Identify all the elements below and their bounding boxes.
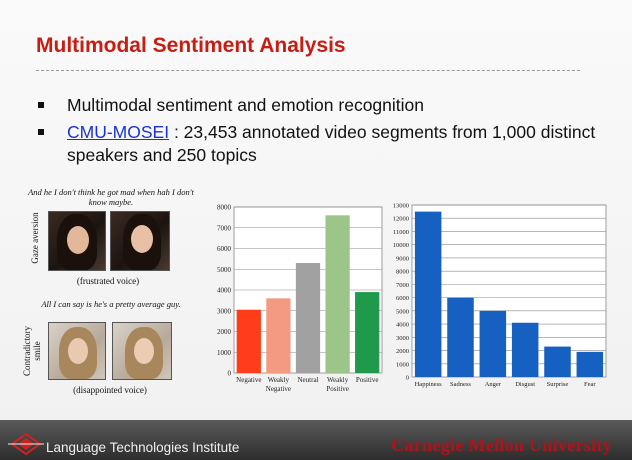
institute-name: Language Technologies Institute [46, 440, 240, 455]
x-tick-label: Happiness [415, 381, 443, 388]
bar [355, 292, 380, 373]
bullet-square-icon [38, 129, 44, 135]
example-caption: (disappointed voice) [73, 385, 147, 395]
y-tick-label: 2000 [396, 348, 409, 355]
plot-area [411, 204, 607, 378]
bullet-text: : 23,453 annotated video segments from 1… [67, 122, 596, 165]
x-tick-label: Positive [356, 376, 379, 384]
bar [295, 263, 321, 373]
x-tick-label: Surprise [547, 381, 569, 388]
y-tick-label: 6000 [396, 295, 409, 302]
y-tick-label: 6000 [217, 245, 232, 253]
bar [447, 297, 474, 377]
x-tick-label: Positive [326, 385, 349, 393]
bullet-item: CMU-MOSEI : 23,453 annotated video segme… [36, 121, 616, 167]
video-frame [112, 322, 172, 380]
y-tick-label: 10000 [393, 242, 409, 249]
y-tick-label: 7000 [396, 282, 409, 289]
y-tick-label: 4000 [396, 322, 409, 329]
example-side-label: Contradictory smile [22, 326, 42, 376]
footer-bar [0, 420, 632, 460]
y-tick-label: 3000 [217, 307, 232, 315]
video-frame [110, 211, 170, 271]
example-caption: (frustrated voice) [76, 276, 140, 286]
x-tick-label: Disgust [515, 381, 535, 388]
university-logo-text: Carnegie Mellon University [391, 435, 612, 455]
y-tick-label: 11000 [393, 229, 409, 236]
x-tick-label: Anger [485, 381, 502, 388]
bullet-square-icon [38, 102, 44, 108]
y-tick-label: 9000 [396, 255, 409, 262]
bar [325, 215, 350, 373]
sentiment-bar-chart: 0 1000 2000 3000 4000 5000 6000 7000 8000 Negativ… [217, 204, 383, 393]
slide-title: Multimodal Sentiment Analysis [36, 34, 346, 57]
y-tick-label: 1000 [217, 349, 232, 357]
bullet-item: Multimodal sentiment and emotion recogni… [36, 94, 616, 117]
video-frame [48, 322, 106, 380]
y-tick-label: 0 [228, 370, 232, 378]
dataset-link[interactable]: CMU-MOSEI [67, 122, 170, 142]
title-divider [36, 70, 580, 71]
y-tick-label: 2000 [217, 328, 232, 336]
bar [511, 322, 539, 377]
x-tick-label: Fear [584, 381, 596, 388]
x-tick-label: Sadness [450, 381, 471, 388]
bar [236, 309, 261, 373]
y-tick-label: 1000 [396, 361, 409, 368]
y-tick-label: 5000 [217, 266, 232, 274]
x-tick-label: Negative [236, 376, 261, 384]
x-tick-label: Weakly [268, 376, 290, 384]
emotion-bar-chart: 0 1000 2000 3000 4000 5000 6000 7000 8000 9000 100… [393, 203, 607, 388]
bullet-list: Multimodal sentiment and emotion recogni… [36, 94, 616, 171]
y-tick-label: 0 [406, 375, 409, 382]
video-frame [48, 211, 106, 271]
y-tick-label: 7000 [217, 224, 232, 232]
slide: Multimodal Sentiment Analysis Multimodal… [0, 0, 632, 420]
y-tick-label: 8000 [217, 204, 232, 212]
y-tick-label: 5000 [396, 308, 409, 315]
bar [479, 310, 507, 377]
x-tick-label: Weakly [327, 376, 349, 384]
bar [576, 351, 604, 377]
x-tick-label: Negative [266, 385, 291, 393]
bar [414, 211, 442, 377]
bar [544, 346, 571, 377]
y-tick-label: 4000 [217, 287, 232, 295]
x-tick-label: Neutral [298, 376, 319, 384]
y-tick-label: 12000 [393, 216, 409, 223]
bar [266, 298, 291, 373]
example-quote: All I can say is he's a pretty average g… [41, 299, 181, 309]
bullet-text: Multimodal sentiment and emotion recogni… [67, 95, 424, 115]
example-side-label: Gaze aversion [30, 212, 40, 264]
y-tick-label: 13000 [393, 203, 409, 210]
y-tick-label: 3000 [396, 335, 409, 342]
example-quote: And he I don't think he got mad when hah… [28, 187, 194, 207]
lti-logo-icon [8, 432, 44, 456]
y-tick-label: 8000 [396, 269, 409, 276]
